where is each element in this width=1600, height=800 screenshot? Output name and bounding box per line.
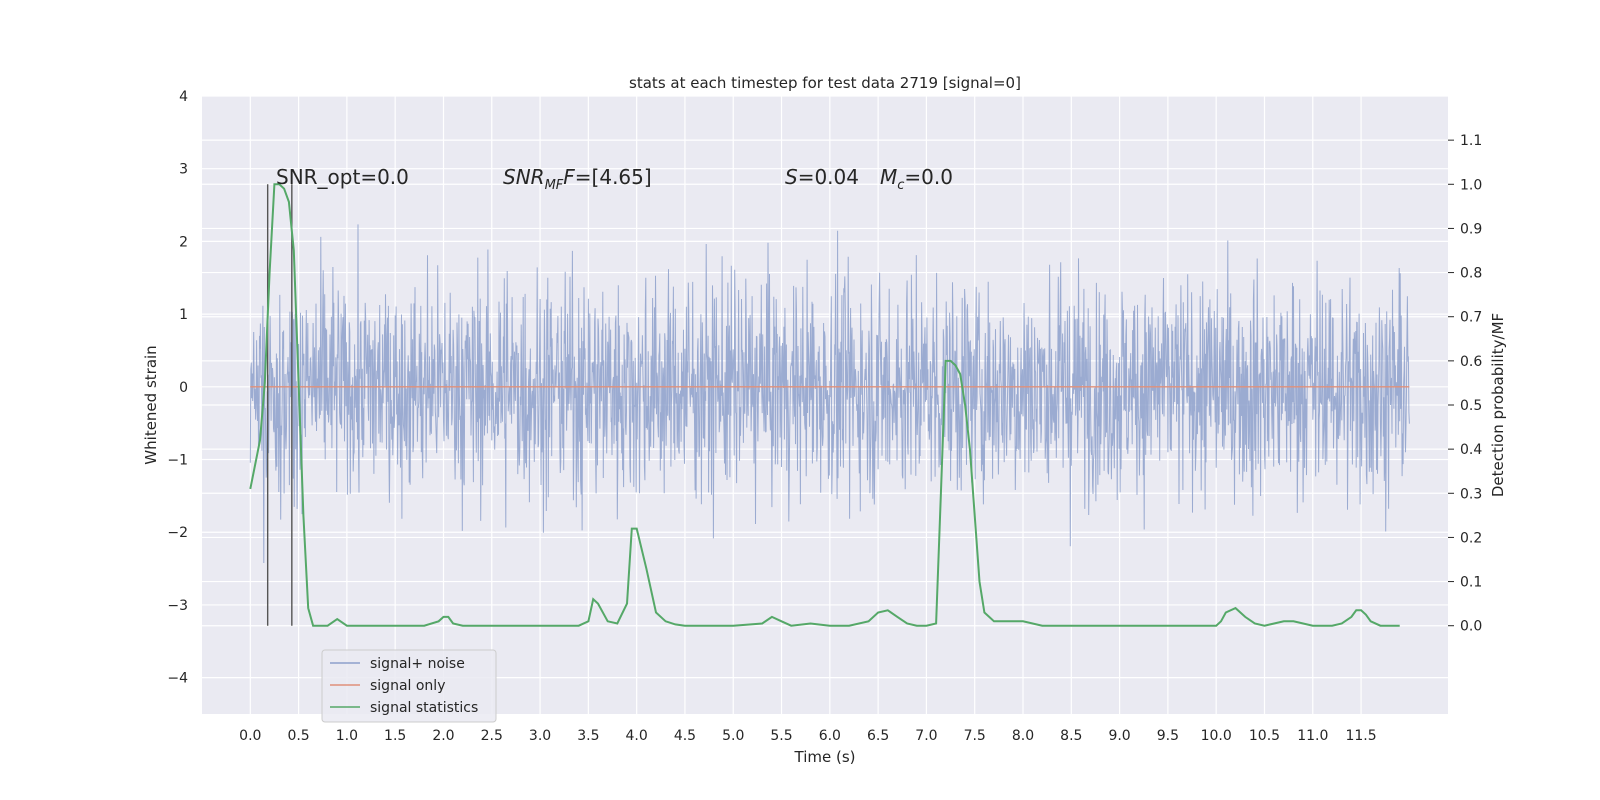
x-tick-label: 10.5	[1249, 728, 1280, 744]
x-tick-label: 6.5	[867, 728, 889, 744]
y-tick-label: −1	[167, 453, 188, 469]
x-tick-label: 11.5	[1345, 728, 1376, 744]
signal-noise-series	[249, 224, 1410, 564]
x-tick-label: 3.0	[529, 728, 551, 744]
y2-tick-label: 0.6	[1460, 354, 1482, 370]
x-tick-label: 7.0	[915, 728, 937, 744]
y-axis-ticks: 4 3 2 1 0 −1 −2 −3 −4	[167, 89, 188, 687]
x-tick-label: 5.5	[770, 728, 792, 744]
y-tick-label: −3	[167, 598, 188, 614]
s-value: =0.04	[798, 165, 859, 189]
y2-tick-label: 0.4	[1460, 442, 1482, 458]
y-tick-label: −2	[167, 525, 188, 541]
annotation-snr-opt: SNR_opt=0.0	[276, 165, 409, 189]
snr-mf-rest: F	[563, 165, 575, 189]
x-tick-label: 9.0	[1108, 728, 1130, 744]
y2-tick-label: 0.7	[1460, 310, 1482, 326]
annotation-snr-mf: SNRMFF=[4.65]	[503, 165, 652, 193]
y2-tick-label: 0.1	[1460, 575, 1482, 591]
x-tick-label: 7.5	[964, 728, 986, 744]
signal-statistics-line	[249, 183, 1400, 627]
mc-subscript: c	[897, 178, 904, 193]
x-tick-label: 4.5	[674, 728, 696, 744]
x-tick-label: 0.5	[287, 728, 309, 744]
x-tick-label: 8.0	[1012, 728, 1034, 744]
mc-label: M	[880, 165, 897, 189]
y2-tick-label: 1.1	[1460, 133, 1482, 149]
y2-tick-label: 0.8	[1460, 266, 1482, 282]
annotation-mc: Mc=0.0	[880, 165, 953, 193]
snr-mf-value: =[4.65]	[575, 165, 652, 189]
x-tick-label: 8.5	[1060, 728, 1082, 744]
snr-mf-subscript: MF	[545, 178, 564, 193]
signal-noise-line	[249, 224, 1410, 564]
y-tick-label: 4	[179, 89, 188, 105]
y2-tick-label: 1.0	[1460, 177, 1482, 193]
snr-mf-label: SNR	[503, 165, 545, 189]
x-tick-label: 2.0	[432, 728, 454, 744]
y2-tick-label: 0.2	[1460, 530, 1482, 546]
x-tick-label: 0.0	[239, 728, 261, 744]
y-tick-label: 3	[179, 162, 188, 178]
annotation-s: S=0.04	[785, 165, 859, 189]
chart-title: stats at each timestep for test data 271…	[629, 74, 1021, 92]
x-tick-label: 2.5	[481, 728, 503, 744]
y2-axis-label: Detection probability/MF	[1489, 313, 1507, 497]
y2-tick-label: 0.0	[1460, 619, 1482, 635]
legend-label-signal-noise: signal+ noise	[370, 656, 465, 672]
y-tick-label: −4	[167, 671, 188, 687]
y-tick-label: 2	[179, 234, 188, 250]
y-axis-label: Whitened strain	[142, 345, 160, 464]
y2-tick-label: 0.5	[1460, 398, 1482, 414]
x-tick-label: 1.5	[384, 728, 406, 744]
x-axis-label: Time (s)	[794, 748, 856, 766]
y2-tick-label: 0.3	[1460, 486, 1482, 502]
legend-label-signal-only: signal only	[370, 678, 445, 694]
x-tick-label: 6.0	[819, 728, 841, 744]
y-tick-label: 1	[179, 307, 188, 323]
s-label: S	[785, 165, 798, 189]
y2-tick-label: 0.9	[1460, 221, 1482, 237]
x-tick-label: 4.0	[626, 728, 648, 744]
x-axis-ticks: 0.0 0.5 1.0 1.5 2.0 2.5 3.0 3.5 4.0 4.5 5.0 5.5 6.0 6…	[239, 728, 1376, 744]
signal-statistics-series	[249, 183, 1400, 627]
x-tick-label: 5.0	[722, 728, 744, 744]
x-tick-label: 9.5	[1157, 728, 1179, 744]
x-tick-label: 1.0	[336, 728, 358, 744]
legend-label-signal-statistics: signal statistics	[370, 700, 478, 716]
y-tick-label: 0	[179, 380, 188, 396]
legend-box	[321, 649, 497, 723]
x-tick-label: 3.5	[577, 728, 599, 744]
vertical-markers	[266, 184, 293, 626]
x-tick-label: 10.0	[1201, 728, 1232, 744]
y2-axis-ticks: 1.1 1.0 0.9 0.8 0.7 0.6 0.5 0.4 0.3 0.2 0.1 0.0	[1448, 133, 1482, 635]
mc-value: =0.0	[904, 165, 953, 189]
legend: signal+ noise signal only signal statist…	[321, 649, 497, 723]
x-tick-label: 11.0	[1297, 728, 1328, 744]
